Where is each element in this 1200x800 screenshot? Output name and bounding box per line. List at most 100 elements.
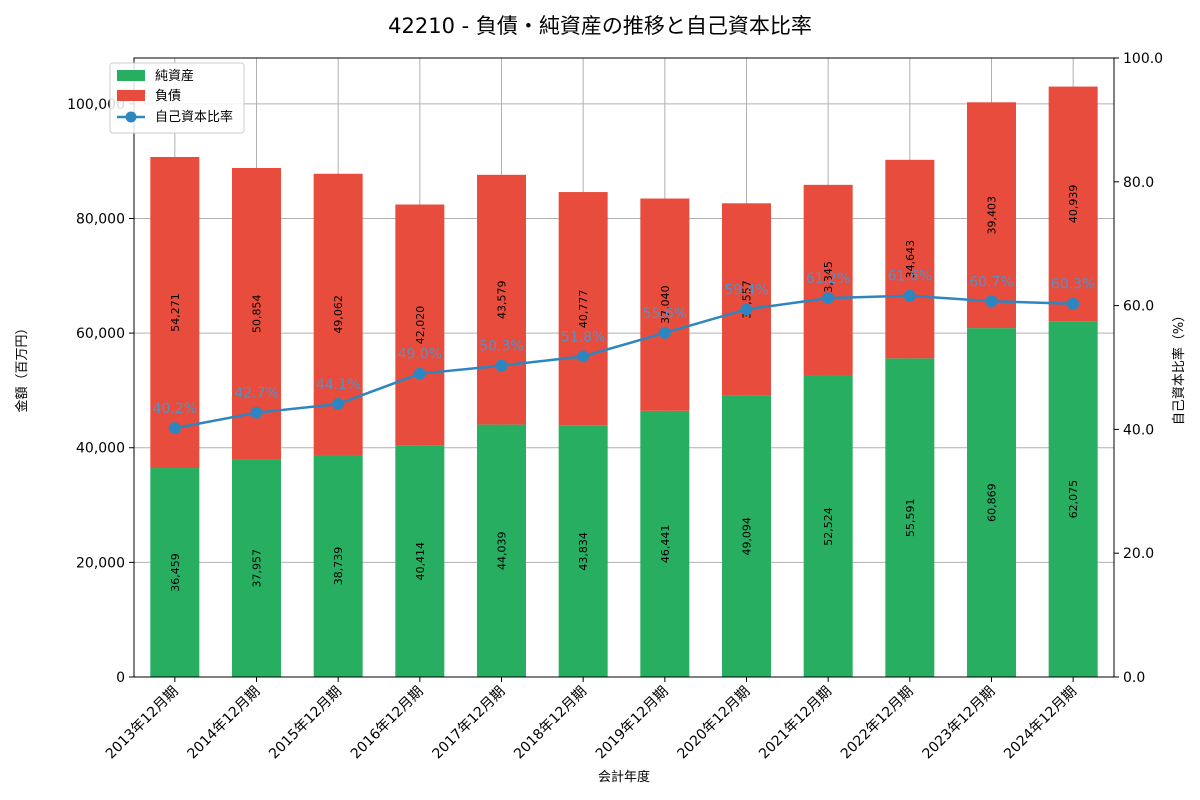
- bar-liabilities: [803, 184, 853, 376]
- bar-label-liabilities: 39,403: [986, 196, 999, 235]
- bar-label-liabilities: 33,345: [822, 261, 835, 300]
- bar-label-liabilities: 49,062: [332, 295, 345, 334]
- ratio-point: [332, 398, 345, 411]
- bar-label-net-assets: 38,739: [332, 547, 345, 586]
- y-axis-title: 金額（百万円）: [14, 321, 30, 412]
- ratio-point: [1067, 297, 1080, 310]
- ratio-label: 55.6%: [643, 306, 687, 322]
- ratio-label: 60.3%: [1051, 277, 1095, 293]
- y-tick-label: 60,000: [76, 326, 125, 342]
- x-tick-label: 2017年12月期: [430, 684, 509, 763]
- bar-liabilities: [885, 159, 935, 359]
- x-tick-label: 2023年12月期: [920, 684, 999, 763]
- bar-label-net-assets: 52,524: [822, 507, 835, 546]
- ratio-point: [168, 422, 181, 435]
- ratio-label: 49.0%: [398, 347, 442, 363]
- y2-tick-label: 20.0: [1123, 546, 1154, 562]
- bar-label-net-assets: 46,441: [659, 525, 672, 564]
- bar-net-assets: [477, 424, 526, 677]
- y-tick-label: 40,000: [76, 441, 125, 457]
- bar-liabilities: [722, 203, 771, 396]
- ratio-line: [174, 294, 1074, 430]
- bar-net-assets: [232, 459, 281, 677]
- legend-swatch-liabilities: [117, 90, 145, 101]
- ratio-line-layer: 40.2% 42.7% 44.1% 49.0% 50.3% 51.8% 55.6% 59.4%…: [153, 269, 1095, 435]
- bar-label-net-assets: 49,094: [741, 517, 754, 556]
- bar-label-liabilities: 34,643: [904, 240, 917, 279]
- x-tick-label: 2021年12月期: [756, 684, 835, 763]
- bar-label-liabilities: 50,854: [251, 294, 264, 333]
- ratio-label: 59.4%: [724, 282, 768, 298]
- y2-tick-label: 60.0: [1123, 299, 1154, 315]
- bar-label-net-assets: 62,075: [1067, 480, 1080, 519]
- ratio-label: 44.1%: [316, 377, 360, 393]
- bar-liabilities: [477, 174, 526, 425]
- bar-net-assets: [558, 425, 608, 677]
- bar-liabilities: [967, 102, 1016, 329]
- ratio-point: [740, 303, 753, 316]
- bar-label-net-assets: 37,957: [251, 549, 264, 588]
- x-tick-label: 2018年12月期: [511, 684, 590, 763]
- y2-tick-label: 0.0: [1123, 670, 1145, 686]
- ratio-point: [903, 289, 916, 302]
- bar-liabilities: [1048, 86, 1098, 322]
- bar-net-assets: [640, 410, 690, 677]
- y2-tick-label: 40.0: [1123, 422, 1154, 438]
- bar-label-liabilities: 42,020: [414, 306, 427, 345]
- ratio-label: 50.3%: [479, 339, 523, 355]
- bar-label-liabilities: 40,939: [1067, 185, 1080, 224]
- legend-swatch-ratio-marker: [125, 111, 137, 123]
- bar-net-assets: [885, 358, 935, 677]
- bar-net-assets: [1048, 321, 1098, 677]
- ratio-point: [413, 367, 426, 380]
- bar-label-net-assets: 55,591: [904, 498, 917, 537]
- ratio-point: [658, 326, 671, 339]
- y-tick-label: 0: [116, 670, 125, 686]
- ratio-point: [577, 350, 590, 363]
- bar-label-liabilities: 43,579: [496, 280, 509, 319]
- bar-liabilities: [395, 204, 445, 446]
- chart-title: 42210 - 負債・純資産の推移と自己資本比率: [388, 14, 812, 38]
- bar-label-liabilities: 37,040: [659, 285, 672, 324]
- bar-liabilities: [150, 156, 200, 469]
- axes: [129, 57, 1119, 682]
- bar-net-assets: [722, 395, 771, 677]
- y-tick-label: 20,000: [76, 555, 125, 571]
- bar-net-assets: [395, 445, 445, 677]
- bar-liabilities: [558, 192, 608, 426]
- y-tick-label: 80,000: [76, 211, 125, 227]
- legend: 純資産 負債 自己資本比率: [109, 62, 245, 134]
- bar-label-liabilities: 40,777: [577, 290, 590, 329]
- y2-tick-label: 80.0: [1123, 175, 1154, 191]
- x-tick-label: 2024年12月期: [1001, 684, 1080, 763]
- bars: [150, 86, 1098, 677]
- ratio-point: [250, 406, 263, 419]
- x-tick-label: 2016年12月期: [348, 684, 427, 763]
- legend-label-ratio: 自己資本比率: [155, 109, 233, 125]
- bar-labels: 36,459 54,271 37,957 50,854 38,739 49,062 40,4…: [169, 185, 1080, 592]
- y2-tick-label: 100.0: [1123, 51, 1163, 67]
- bar-label-net-assets: 44,039: [496, 532, 509, 571]
- plot-frame: [133, 57, 1115, 678]
- x-tick-label: 2019年12月期: [593, 684, 672, 763]
- ratio-label: 42.7%: [234, 386, 278, 402]
- y2-axis-title: 自己資本比率（%）: [1171, 309, 1187, 425]
- ratio-label: 40.2%: [153, 401, 197, 417]
- ratio-label: 61.2%: [806, 271, 850, 287]
- bar-net-assets: [313, 454, 363, 677]
- bar-label-net-assets: 43,834: [577, 532, 590, 571]
- x-tick-label: 2014年12月期: [185, 684, 264, 763]
- bar-label-liabilities: 54,271: [169, 293, 182, 332]
- x-tick-labels: 2013年12月期 2014年12月期 2015年12月期 2016年12月期 2017…: [103, 684, 1080, 763]
- legend-label-net-assets: 純資産: [155, 68, 194, 84]
- x-tick-label: 2022年12月期: [838, 684, 917, 763]
- y2-tick-labels: 0.0 20.0 40.0 60.0 80.0 100.0: [1123, 51, 1163, 686]
- x-tick-label: 2020年12月期: [675, 684, 754, 763]
- x-axis-title: 会計年度: [598, 769, 650, 785]
- bar-label-net-assets: 36,459: [169, 553, 182, 592]
- ratio-label: 61.6%: [888, 269, 932, 285]
- ratio-point: [822, 292, 835, 305]
- legend-swatch-net-assets: [117, 70, 145, 81]
- ratio-point: [985, 295, 998, 308]
